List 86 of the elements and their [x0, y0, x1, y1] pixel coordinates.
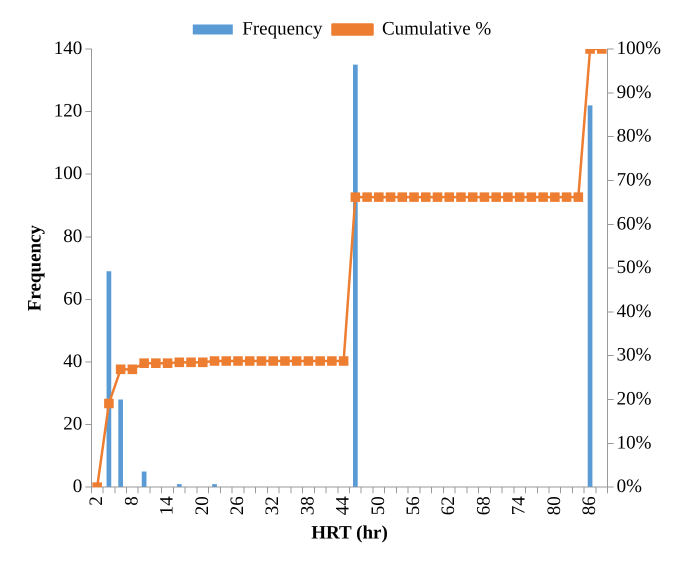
y-tick-label: 100	[54, 163, 82, 184]
x-tick-label: 38	[297, 496, 318, 516]
y-tick-label: 80	[63, 226, 82, 247]
point	[491, 192, 501, 202]
point	[374, 192, 384, 202]
point	[409, 192, 419, 202]
y-axis-title: Frequency	[24, 224, 46, 312]
bar	[142, 472, 146, 487]
point	[386, 192, 396, 202]
y-tick-label: 60	[63, 288, 82, 310]
point	[362, 192, 372, 202]
point	[221, 356, 232, 366]
point	[128, 364, 138, 374]
x-tick-label: 20	[192, 496, 213, 516]
y2-tick-label: 80%	[616, 126, 652, 147]
point	[562, 192, 572, 202]
point	[268, 356, 278, 366]
x-tick-label: 68	[473, 496, 494, 516]
x-tick-label: 2	[86, 496, 108, 506]
point	[198, 358, 208, 368]
x-tick-label: 32	[262, 496, 284, 516]
bar	[588, 105, 592, 487]
point	[186, 358, 196, 368]
bar	[176, 484, 182, 487]
x-tick-label: 56	[403, 496, 424, 516]
legend-label: Cumulative %	[382, 18, 492, 40]
point	[139, 358, 149, 368]
point	[244, 356, 255, 366]
y-tick-label: 120	[54, 100, 82, 122]
point	[327, 356, 337, 366]
point	[292, 356, 302, 366]
y-tick-label: 40	[63, 350, 82, 372]
point	[256, 356, 266, 366]
point	[104, 398, 114, 408]
y2-tick-label: 70%	[616, 169, 652, 190]
point	[151, 358, 161, 368]
y-tick-label: 0	[72, 476, 82, 498]
y-tick-label: 140	[54, 38, 82, 59]
x-tick-label: 44	[332, 496, 354, 516]
point	[315, 356, 325, 366]
y2-tick-label: 40%	[616, 300, 652, 322]
x-tick-label: 74	[508, 496, 530, 516]
point	[162, 358, 172, 368]
x-tick-label: 14	[156, 496, 178, 516]
bar	[212, 484, 217, 487]
y2-tick-label: 30%	[616, 344, 652, 366]
point	[233, 356, 243, 366]
x-tick-label: 26	[226, 496, 248, 516]
x-tick-label: 50	[368, 496, 389, 516]
x-axis-title: HRT (hr)	[311, 522, 388, 544]
point	[538, 192, 548, 202]
x-tick-label: 86	[579, 496, 600, 516]
y-tick-label: 20	[63, 414, 82, 435]
x-tick-label: 8	[121, 496, 142, 506]
point	[526, 192, 536, 202]
bar	[118, 400, 123, 487]
x-tick-label: 80	[544, 496, 565, 516]
point	[280, 356, 290, 366]
point	[432, 192, 442, 202]
y2-tick-label: 10%	[616, 432, 652, 454]
point	[116, 364, 126, 374]
y2-tick-label: 90%	[616, 82, 652, 103]
point	[210, 356, 220, 366]
point	[420, 192, 431, 202]
point	[468, 192, 478, 202]
point	[398, 192, 408, 202]
y2-tick-label: 0%	[616, 476, 642, 498]
bar	[353, 64, 358, 487]
point	[456, 192, 466, 202]
x-tick-label: 62	[438, 496, 460, 516]
y2-tick-label: 100%	[616, 38, 662, 59]
legend-label: Frequency	[242, 18, 323, 40]
point	[550, 192, 560, 202]
y2-tick-label: 60%	[616, 213, 652, 234]
point	[480, 192, 490, 202]
y2-tick-label: 50%	[616, 257, 652, 278]
point	[304, 356, 314, 366]
point	[514, 192, 524, 202]
point	[574, 192, 584, 202]
point	[350, 192, 360, 202]
point	[338, 356, 348, 366]
point	[503, 192, 513, 202]
bar	[106, 271, 112, 487]
point	[444, 192, 454, 202]
y2-tick-label: 20%	[616, 388, 652, 410]
point	[174, 358, 184, 368]
